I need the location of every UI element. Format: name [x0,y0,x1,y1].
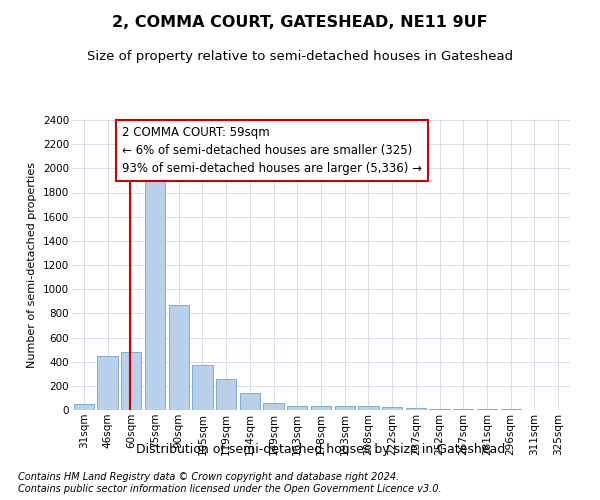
Bar [193,364,212,410]
Bar [145,168,165,410]
Bar [382,408,402,410]
Text: Contains public sector information licensed under the Open Government Licence v3: Contains public sector information licen… [18,484,442,494]
Bar [430,408,449,410]
Text: 2, COMMA COURT, GATESHEAD, NE11 9UF: 2, COMMA COURT, GATESHEAD, NE11 9UF [112,15,488,30]
Bar [169,305,189,410]
Text: Distribution of semi-detached houses by size in Gateshead: Distribution of semi-detached houses by … [136,442,506,456]
Text: Size of property relative to semi-detached houses in Gateshead: Size of property relative to semi-detach… [87,50,513,63]
Bar [97,356,118,410]
Bar [121,352,142,410]
Bar [263,404,284,410]
Text: Contains HM Land Registry data © Crown copyright and database right 2024.: Contains HM Land Registry data © Crown c… [18,472,399,482]
Bar [335,406,355,410]
Bar [406,408,426,410]
Text: 2 COMMA COURT: 59sqm
← 6% of semi-detached houses are smaller (325)
93% of semi-: 2 COMMA COURT: 59sqm ← 6% of semi-detach… [122,126,422,175]
Bar [477,409,497,410]
Y-axis label: Number of semi-detached properties: Number of semi-detached properties [28,162,37,368]
Bar [358,406,379,410]
Bar [311,406,331,410]
Bar [453,409,473,410]
Bar [74,404,94,410]
Bar [216,378,236,410]
Bar [287,406,307,410]
Bar [240,393,260,410]
